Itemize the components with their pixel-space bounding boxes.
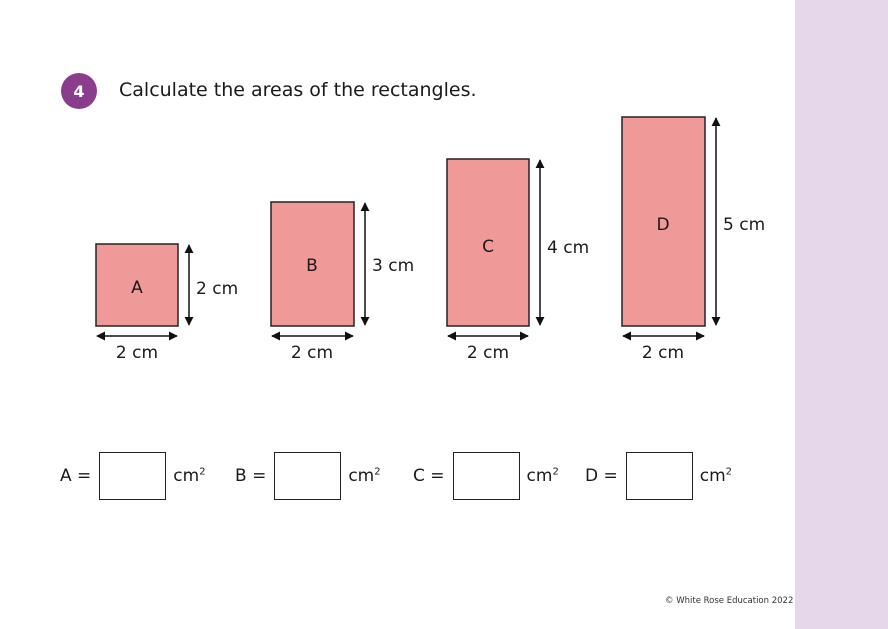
rectangle-c-height: 4 cm [547, 238, 589, 258]
answer-c-label: C = [413, 466, 445, 486]
sidebar-panel [795, 0, 888, 629]
answer-a-label: A = [60, 466, 92, 486]
question-text: Calculate the areas of the rectangles. [119, 79, 477, 101]
rectangle-a-height: 2 cm [196, 279, 238, 299]
rectangle-a-label: A [131, 278, 143, 298]
answer-a-unit: cm2 [173, 466, 206, 486]
answer-c-unit: cm2 [526, 466, 559, 486]
rectangle-b-width: 2 cm [291, 343, 333, 363]
copyright-footer: © White Rose Education 2022 [665, 596, 794, 606]
answer-d: D = cm2 [585, 452, 732, 500]
rectangle-d-width: 2 cm [642, 343, 684, 363]
rectangle-a-width: 2 cm [116, 343, 158, 363]
rectangle-b-label: B [306, 256, 318, 276]
answer-b-box[interactable] [274, 452, 342, 500]
rectangle-b-height: 3 cm [372, 256, 414, 276]
answer-d-box[interactable] [625, 452, 693, 500]
answer-c: C = cm2 [413, 452, 559, 500]
rectangle-a: A 2 cm 2 cm [95, 243, 238, 363]
answer-b-label: B = [235, 466, 267, 486]
rectangle-c: C 4 cm 2 cm [446, 158, 589, 363]
answer-a-box[interactable] [99, 452, 167, 500]
answer-d-label: D = [585, 466, 618, 486]
rectangle-d: D 5 cm 2 cm [621, 116, 765, 363]
answer-a: A = cm2 [60, 452, 206, 500]
answer-b-unit: cm2 [348, 466, 381, 486]
rectangle-c-width: 2 cm [467, 343, 509, 363]
rectangle-b: B 3 cm 2 cm [270, 201, 414, 363]
rectangle-d-height: 5 cm [723, 215, 765, 235]
answer-b: B = cm2 [235, 452, 381, 500]
answer-d-unit: cm2 [699, 466, 733, 486]
question-number-badge: 4 [61, 73, 97, 109]
rectangle-c-label: C [482, 237, 494, 257]
answer-c-box[interactable] [452, 452, 520, 500]
rectangle-d-label: D [656, 215, 669, 235]
